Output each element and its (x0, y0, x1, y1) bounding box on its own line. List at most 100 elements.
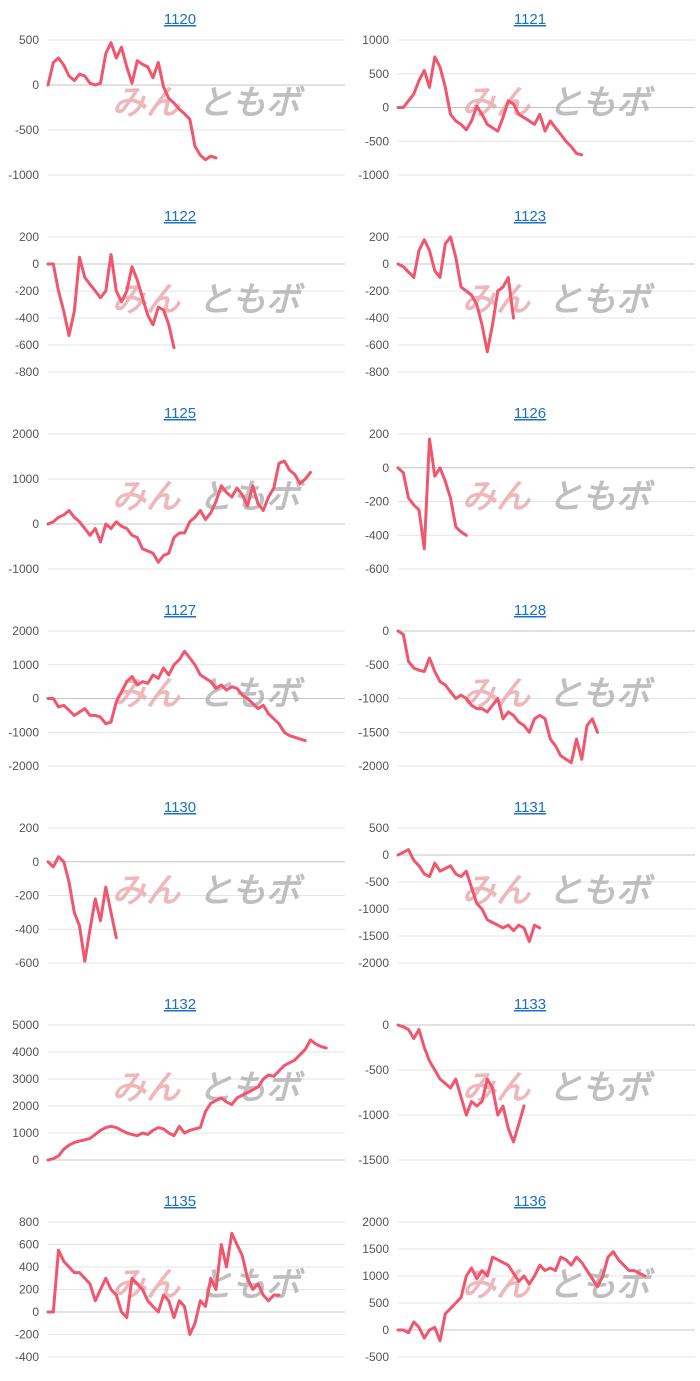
y-tick-label: -500 (365, 658, 389, 672)
chart-title-link[interactable]: 1121 (514, 11, 546, 28)
y-tick-label: 0 (32, 1305, 39, 1319)
y-tick-label: -200 (15, 889, 39, 903)
chart-title-link[interactable]: 1122 (164, 208, 196, 225)
watermark-logo: ともボ (548, 1265, 655, 1305)
y-tick-label: -2000 (8, 759, 39, 773)
y-tick-label: 0 (32, 517, 39, 531)
y-tick-label: -400 (15, 922, 39, 936)
chart-title-link[interactable]: 1123 (514, 208, 546, 225)
y-tick-label: -600 (365, 338, 389, 352)
y-tick-label: 800 (19, 1215, 39, 1229)
y-tick-label: -400 (365, 528, 389, 542)
y-tick-label: 1500 (362, 1242, 389, 1256)
y-tick-label: -1000 (358, 902, 389, 916)
watermark-logo: みん (112, 83, 181, 123)
y-tick-label: 0 (382, 101, 389, 115)
y-tick-label: -400 (15, 1350, 39, 1364)
y-tick-label: 600 (19, 1238, 39, 1252)
series-line (396, 629, 599, 765)
watermark-logo: ともボ (548, 477, 655, 517)
y-tick-label: -800 (365, 365, 389, 379)
series-line (396, 55, 584, 157)
watermark-logo: ともボ (198, 83, 305, 123)
chart-panel-1123: 1123 200 0 -200 -400 -600 -800 みん ともボ (350, 199, 700, 396)
y-tick-label: -600 (15, 338, 39, 352)
chart-title-link[interactable]: 1127 (164, 602, 196, 619)
y-tick-label: -500 (15, 123, 39, 137)
y-tick-label: 0 (382, 848, 389, 862)
series-line (46, 649, 307, 743)
watermark-logo: ともボ (548, 871, 655, 911)
chart-title-link[interactable]: 1131 (514, 799, 546, 816)
chart-panel-1126: 1126 200 0 -200 -400 -600 みん ともボ (350, 396, 700, 593)
y-tick-label: 0 (382, 1018, 389, 1032)
chart-panel-1121: 1121 1000 500 0 -500 -1000 みん ともボ (350, 2, 700, 199)
y-tick-label: 1000 (12, 658, 39, 672)
series-line (396, 235, 515, 354)
y-tick-label: 2000 (12, 624, 39, 638)
y-tick-label: -2000 (358, 759, 389, 773)
y-tick-label: 2000 (362, 1215, 389, 1229)
y-tick-label: -200 (15, 284, 39, 298)
y-tick-label: 500 (369, 67, 389, 81)
chart-title-link[interactable]: 1128 (514, 602, 546, 619)
chart-panel-1132: 1132 5000 4000 3000 2000 1000 0 みん ともボ (0, 987, 350, 1184)
chart-title-link[interactable]: 1120 (164, 11, 196, 28)
chart-title-link[interactable]: 1130 (164, 799, 196, 816)
y-tick-label: -500 (365, 1350, 389, 1364)
series-line (396, 437, 468, 551)
series-line (396, 848, 542, 943)
chart-svg: 1130 200 0 -200 -400 -600 みん ともボ (15, 799, 345, 970)
y-tick-label: 200 (369, 427, 389, 441)
watermark-logo: みん (112, 871, 181, 911)
y-tick-label: -500 (365, 1063, 389, 1077)
y-tick-label: -1500 (358, 929, 389, 943)
chart-title-link[interactable]: 1125 (164, 405, 196, 422)
y-tick-label: -400 (15, 311, 39, 325)
chart-title-link[interactable]: 1132 (164, 996, 196, 1013)
y-tick-label: -1500 (358, 725, 389, 739)
chart-title-link[interactable]: 1135 (164, 1193, 196, 1210)
y-tick-label: -200 (365, 495, 389, 509)
series-line (46, 41, 218, 162)
y-tick-label: -2000 (358, 956, 389, 970)
y-tick-label: -1500 (358, 1153, 389, 1167)
watermark-logo: みん (462, 674, 531, 714)
y-tick-label: -500 (365, 134, 389, 148)
watermark-logo: ともボ (548, 280, 655, 320)
series-line (396, 1250, 647, 1343)
chart-svg: 1120 500 0 -500 -1000 みん ともボ (8, 11, 345, 182)
watermark-logo: みん (112, 1068, 181, 1108)
y-tick-label: 4000 (12, 1045, 39, 1059)
y-tick-label: -800 (15, 365, 39, 379)
watermark-logo: ともボ (198, 280, 305, 320)
watermark-logo: みん (112, 477, 181, 517)
y-tick-label: 200 (19, 1283, 39, 1297)
y-tick-label: 1000 (12, 1126, 39, 1140)
watermark-logo: ともボ (548, 674, 655, 714)
chart-svg: 1128 0 -500 -1000 -1500 -2000 みん ともボ (358, 602, 695, 773)
watermark-logo: みん (462, 477, 531, 517)
y-tick-label: -200 (15, 1328, 39, 1342)
chart-title-link[interactable]: 1126 (514, 405, 546, 422)
y-tick-label: 0 (32, 257, 39, 271)
series-line (396, 1023, 526, 1144)
chart-title-link[interactable]: 1136 (514, 1193, 546, 1210)
y-tick-label: -500 (365, 875, 389, 889)
y-tick-label: -200 (365, 284, 389, 298)
chart-panel-1135: 1135 800 600 400 200 0 -200 -400 みん ともボ (0, 1184, 350, 1381)
y-tick-label: 2000 (12, 427, 39, 441)
y-tick-label: 1000 (362, 33, 389, 47)
y-tick-label: 3000 (12, 1072, 39, 1086)
y-tick-label: -1000 (358, 168, 389, 182)
y-tick-label: 0 (382, 461, 389, 475)
chart-title-link[interactable]: 1133 (514, 996, 546, 1013)
chart-panel-1130: 1130 200 0 -200 -400 -600 みん ともボ (0, 790, 350, 987)
y-tick-label: -1000 (8, 725, 39, 739)
chart-svg: 1125 2000 1000 0 -1000 みん ともボ (8, 405, 345, 576)
y-tick-label: 0 (32, 1153, 39, 1167)
